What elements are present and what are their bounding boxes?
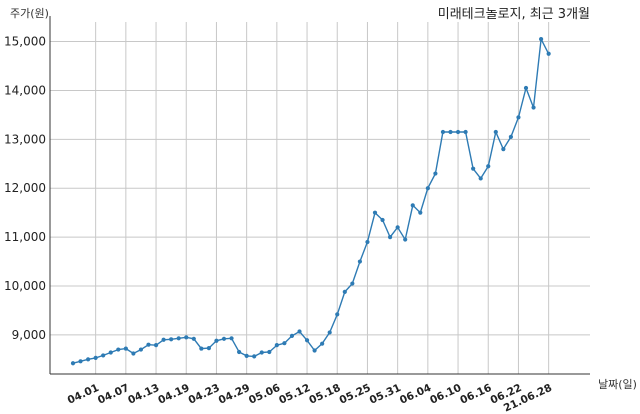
gridlines [50,22,590,374]
y-tick-label: 14,000 [4,83,46,97]
price-point [539,37,544,42]
x-tick-label: 06.04 [398,382,433,407]
price-point [327,330,332,335]
price-point [372,210,378,215]
y-tick-label: 12,000 [4,181,46,195]
price-point [380,217,385,223]
price-point [403,237,408,242]
price-point [259,350,264,355]
price-point [184,335,189,340]
price-point [523,85,529,91]
price-point [70,361,76,366]
y-tick-label: 11,000 [4,230,46,244]
price-point [440,129,446,135]
price-point [531,105,536,110]
price-point [342,289,347,294]
y-tick-label: 15,000 [4,35,46,49]
price-point [282,341,287,346]
price-point [221,336,227,341]
price-point [297,329,302,334]
price-point [335,312,340,317]
price-point [146,342,151,347]
price-point [101,353,106,358]
price-point [138,347,144,352]
price-point [244,353,249,359]
price-point [388,235,393,240]
x-tick-label: 06.10 [428,382,463,407]
price-point [199,346,204,351]
price-point [176,336,181,341]
price-point [516,115,521,120]
y-tick-labels: 9,000 10,000 11,000 12,000 13,000 14,000 15,00… [4,35,46,342]
price-point [463,129,468,135]
x-tick-label: 06.16 [458,382,493,407]
price-point [478,176,483,181]
price-point [252,354,257,359]
price-line [72,36,550,364]
price-point [320,341,325,346]
price-point [169,337,174,342]
price-point [93,355,98,360]
x-tick-label: 05.31 [368,382,403,407]
price-point [357,259,362,264]
price-point [86,357,91,362]
price-point [350,281,355,286]
x-tick-label: 04.23 [187,382,222,407]
price-point [410,203,415,208]
price-point [304,338,310,343]
price-point [365,239,370,245]
price-point [289,333,295,338]
price-point [191,336,196,341]
price-point [395,225,400,230]
y-axis-label: 주가(원) [10,7,49,20]
x-tick-labels: 04.0104.0704.1304.1904.2304.2905.0605.12… [66,382,554,414]
price-point [448,129,453,135]
price-point [455,129,461,135]
x-tick-label: 05.12 [277,382,312,407]
price-point [486,164,491,169]
chart-title: 미래테크놀로지, 최근 3개월 [438,7,590,22]
price-point [131,351,136,356]
x-tick-label: 04.07 [96,382,131,407]
y-tick-label: 10,000 [4,279,46,293]
price-point [267,349,272,355]
x-tick-label: 05.06 [247,382,282,407]
x-axis-label: 날짜(일) [598,377,637,391]
price-point [425,186,430,191]
price-point [161,337,166,342]
y-tick-label: 9,000 [12,328,46,342]
price-point [546,51,551,56]
price-point [508,134,513,139]
price-point [229,336,234,341]
price-point [237,349,242,355]
price-point [123,346,128,351]
x-tick-label: 04.01 [66,382,101,407]
price-point [116,347,121,352]
x-tick-label: 04.13 [126,382,161,407]
price-point [214,338,219,343]
price-point [418,210,423,215]
price-point [471,166,476,171]
axes [49,16,590,375]
price-point [312,348,317,353]
price-point [108,350,113,355]
price-point [153,343,159,348]
y-tick-label: 13,000 [4,132,46,146]
price-series [70,36,551,366]
price-point [501,147,506,152]
price-point [493,129,498,135]
x-tick-label: 05.25 [338,382,373,407]
price-point [78,359,83,364]
price-point [206,345,211,351]
price-point [274,343,279,348]
x-tick-label: 04.29 [217,382,252,407]
price-point [433,171,438,176]
x-tick-label: 05.18 [307,382,342,407]
x-tick-label: 04.19 [156,382,191,407]
